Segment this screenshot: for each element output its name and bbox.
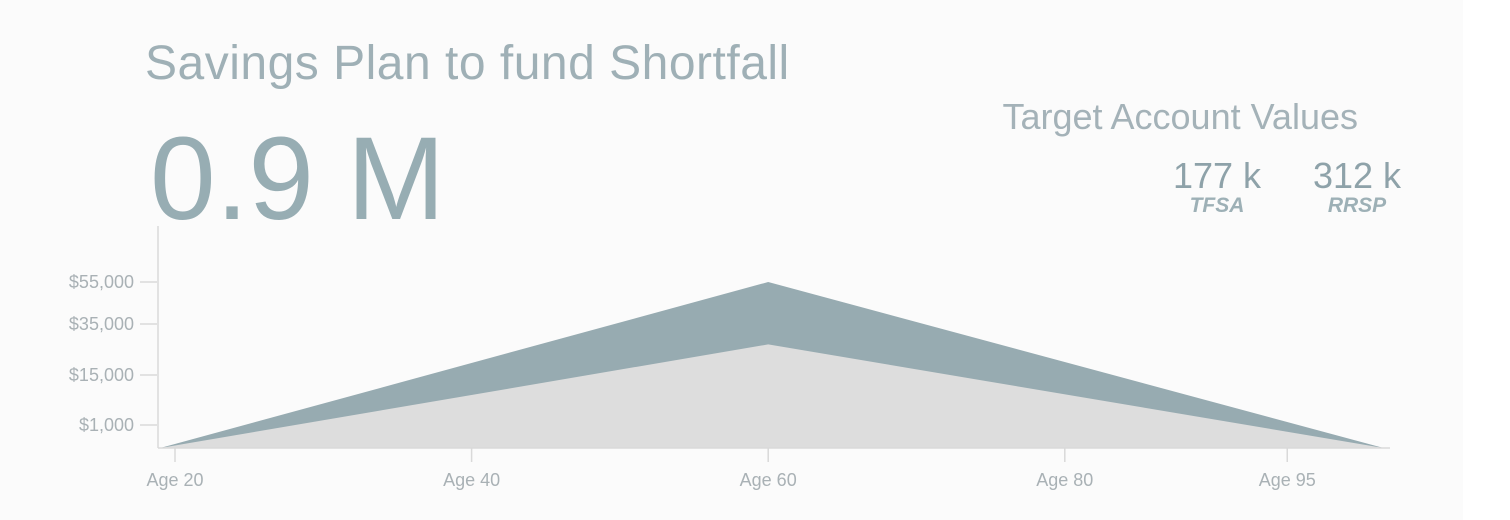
chart-areas [160,282,1384,448]
rrsp-target-label: RRSP [1327,193,1387,217]
chart-axes: $1,000 $15,000 $35,000 $55,000 Age 20 Age 40 A… [69,226,1390,490]
tfsa-target-label: TFSA [1189,193,1245,217]
tfsa-target: 177 k TFSA [1157,156,1277,218]
y-tick-label: $35,000 [69,314,134,334]
rrsp-target: 312 k RRSP [1297,156,1417,218]
lower-savings-area [160,344,1384,448]
x-tick-label: Age 20 [146,470,203,490]
tfsa-target-value: 177 k [1172,155,1262,196]
rrsp-target-value: 312 k [1312,155,1402,196]
chart-title: Savings Plan to fund Shortfall [145,37,790,90]
target-account-values-title: Target Account Values [1002,96,1358,137]
x-tick-label: Age 60 [740,470,797,490]
y-tick-label: $55,000 [69,272,134,292]
y-tick-label: $15,000 [69,365,134,385]
y-tick-label: $1,000 [79,415,134,435]
x-tick-label: Age 95 [1259,470,1316,490]
total-shortfall-value: 0.9 M [150,113,446,245]
x-tick-label: Age 40 [443,470,500,490]
x-tick-label: Age 80 [1036,470,1093,490]
